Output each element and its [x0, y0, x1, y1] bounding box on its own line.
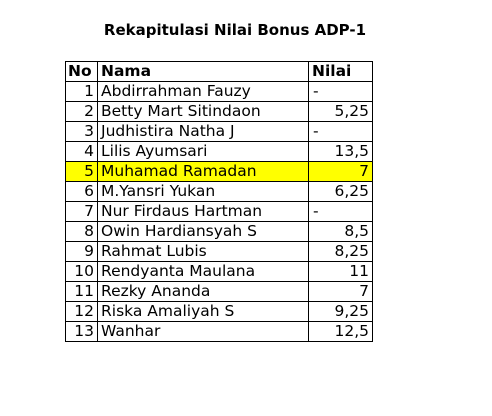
- cell-nilai: 13,5: [308, 141, 373, 162]
- cell-nilai: 5,25: [308, 101, 373, 122]
- cell-nilai: 12,5: [308, 321, 373, 342]
- table-row: 7 Nur Firdaus Hartman -: [65, 201, 373, 222]
- cell-nilai: 7: [308, 281, 373, 302]
- table-row: 8 Owin Hardiansyah S 8,5: [65, 221, 373, 242]
- column-header-nama: Nama: [97, 61, 309, 82]
- table-header-row: No Nama Nilai: [65, 61, 373, 82]
- cell-no: 9: [65, 241, 98, 262]
- cell-no: 11: [65, 281, 98, 302]
- table-row: 10 Rendyanta Maulana 11: [65, 261, 373, 282]
- cell-nilai: -: [308, 81, 373, 102]
- cell-nilai: -: [308, 121, 373, 142]
- table-row: 9 Rahmat Lubis 8,25: [65, 241, 373, 262]
- cell-no: 4: [65, 141, 98, 162]
- cell-nama: Wanhar: [97, 321, 309, 342]
- cell-no: 12: [65, 301, 98, 322]
- cell-nama: Muhamad Ramadan: [97, 161, 309, 182]
- recap-table: No Nama Nilai 1 Abdirrahman Fauzy - 2 Be…: [65, 61, 373, 342]
- cell-nama: Rendyanta Maulana: [97, 261, 309, 282]
- table-body: 1 Abdirrahman Fauzy - 2 Betty Mart Sitin…: [65, 81, 373, 342]
- cell-nama: Abdirrahman Fauzy: [97, 81, 309, 102]
- cell-nama: Rezky Ananda: [97, 281, 309, 302]
- cell-nilai: -: [308, 201, 373, 222]
- page-title: Rekapitulasi Nilai Bonus ADP-1: [103, 21, 367, 39]
- table-row: 5 Muhamad Ramadan 7: [65, 161, 373, 182]
- cell-nama: Nur Firdaus Hartman: [97, 201, 309, 222]
- cell-nilai: 6,25: [308, 181, 373, 202]
- cell-no: 6: [65, 181, 98, 202]
- table-row: 6 M.Yansri Yukan 6,25: [65, 181, 373, 202]
- cell-nilai: 11: [308, 261, 373, 282]
- table-row: 4 Lilis Ayumsari 13,5: [65, 141, 373, 162]
- column-header-no: No: [65, 61, 98, 82]
- table-row: 11 Rezky Ananda 7: [65, 281, 373, 302]
- table-row: 3 Judhistira Natha J -: [65, 121, 373, 142]
- cell-no: 1: [65, 81, 98, 102]
- cell-nilai: 8,5: [308, 221, 373, 242]
- cell-nama: Riska Amaliyah S: [97, 301, 309, 322]
- cell-nilai: 9,25: [308, 301, 373, 322]
- cell-no: 10: [65, 261, 98, 282]
- cell-nama: Lilis Ayumsari: [97, 141, 309, 162]
- cell-no: 8: [65, 221, 98, 242]
- cell-no: 7: [65, 201, 98, 222]
- cell-nama: Betty Mart Sitindaon: [97, 101, 309, 122]
- cell-no: 5: [65, 161, 98, 182]
- column-header-nilai: Nilai: [308, 61, 373, 82]
- cell-nama: M.Yansri Yukan: [97, 181, 309, 202]
- cell-no: 2: [65, 101, 98, 122]
- cell-no: 13: [65, 321, 98, 342]
- cell-nilai: 7: [308, 161, 373, 182]
- cell-nama: Rahmat Lubis: [97, 241, 309, 262]
- table-row: 2 Betty Mart Sitindaon 5,25: [65, 101, 373, 122]
- table-row: 12 Riska Amaliyah S 9,25: [65, 301, 373, 322]
- table-row: 1 Abdirrahman Fauzy -: [65, 81, 373, 102]
- cell-nama: Owin Hardiansyah S: [97, 221, 309, 242]
- cell-nama: Judhistira Natha J: [97, 121, 309, 142]
- table-row: 13 Wanhar 12,5: [65, 321, 373, 342]
- cell-no: 3: [65, 121, 98, 142]
- cell-nilai: 8,25: [308, 241, 373, 262]
